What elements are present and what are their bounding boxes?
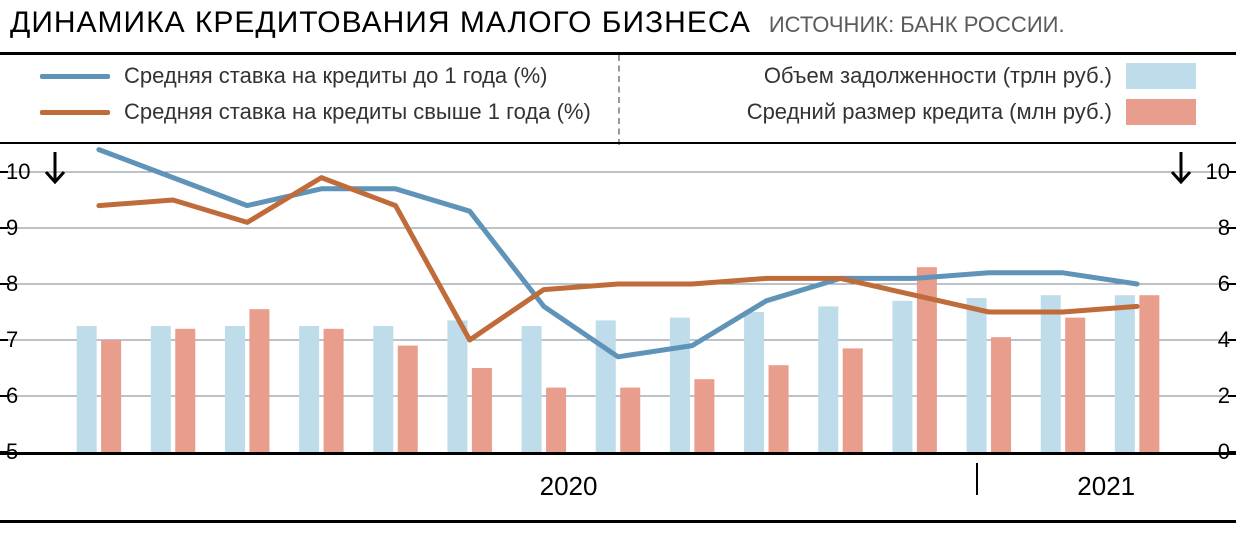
legend-label: Средняя ставка на кредиты свыше 1 года (… (124, 99, 591, 125)
right-axis-arrow-icon (1168, 150, 1194, 190)
bar-debt (596, 320, 616, 452)
left-axis-arrow-icon (42, 150, 68, 190)
y-left-tick: 9 (6, 217, 18, 239)
bar-size (546, 388, 566, 452)
bar-size (1139, 295, 1159, 452)
y-right-tick: 6 (1218, 273, 1230, 295)
legend: Средняя ставка на кредиты до 1 года (%) С… (0, 52, 1236, 142)
title-line: ДИНАМИКА КРЕДИТОВАНИЯ МАЛОГО БИЗНЕСА ИСТ… (10, 6, 1065, 40)
bar-debt (1041, 295, 1061, 452)
y-right-tick: 8 (1218, 217, 1230, 239)
bar-size (694, 379, 714, 452)
legend-divider (618, 55, 620, 145)
y-right-tick: 2 (1218, 385, 1230, 407)
y-left-tick: 6 (6, 385, 18, 407)
legend-item: Средняя ставка на кредиты до 1 года (%) (40, 63, 591, 89)
bar-debt (818, 306, 838, 452)
legend-line-marker (40, 74, 110, 79)
x-axis: 2020 2021 (0, 463, 1236, 523)
bar-debt (744, 312, 764, 452)
bar-debt (892, 301, 912, 452)
bar-debt (522, 326, 542, 452)
bar-size (249, 309, 269, 452)
y-left-tick: 5 (6, 441, 18, 463)
legend-label: Средний размер кредита (млн руб.) (747, 99, 1112, 125)
legend-label: Объем задолженности (трлн руб.) (764, 63, 1112, 89)
bar-size (620, 388, 640, 452)
x-year-label: 2020 (540, 471, 598, 502)
x-year-divider (976, 463, 978, 495)
bar-debt (670, 318, 690, 452)
y-right-tick: 10 (1206, 161, 1230, 183)
legend-right: Объем задолженности (трлн руб.) Средний р… (747, 63, 1196, 125)
bar-debt (299, 326, 319, 452)
plot-svg (0, 144, 1236, 452)
bar-debt (77, 326, 97, 452)
bar-debt (225, 326, 245, 452)
legend-item: Средний размер кредита (млн руб.) (747, 99, 1196, 125)
bar-debt (447, 320, 467, 452)
legend-line-marker (40, 110, 110, 115)
legend-item: Средняя ставка на кредиты свыше 1 года (… (40, 99, 591, 125)
bar-debt (151, 326, 171, 452)
legend-left: Средняя ставка на кредиты до 1 года (%) С… (40, 63, 591, 125)
bar-size (769, 365, 789, 452)
y-right-tick: 4 (1218, 329, 1230, 351)
x-year-label: 2021 (1077, 471, 1135, 502)
chart-title: ДИНАМИКА КРЕДИТОВАНИЯ МАЛОГО БИЗНЕСА (10, 6, 751, 40)
bar-size (843, 348, 863, 452)
bar-size (324, 329, 344, 452)
legend-label: Средняя ставка на кредиты до 1 года (%) (124, 63, 547, 89)
bar-size (472, 368, 492, 452)
y-left-tick: 10 (6, 161, 30, 183)
legend-swatch-marker (1126, 63, 1196, 89)
bar-size (175, 329, 195, 452)
bar-debt (967, 298, 987, 452)
plot-area: 56789100246810 (0, 142, 1236, 455)
bar-size (991, 337, 1011, 452)
y-left-tick: 8 (6, 273, 18, 295)
bar-size (398, 346, 418, 452)
bar-size (101, 340, 121, 452)
bar-debt (373, 326, 393, 452)
bar-debt (1115, 295, 1135, 452)
bar-size (1065, 318, 1085, 452)
y-left-tick: 7 (6, 329, 18, 351)
legend-item: Объем задолженности (трлн руб.) (764, 63, 1196, 89)
chart-source: ИСТОЧНИК: БАНК РОССИИ. (769, 12, 1065, 38)
y-right-tick: 0 (1218, 441, 1230, 463)
legend-swatch-marker (1126, 99, 1196, 125)
chart-container: ДИНАМИКА КРЕДИТОВАНИЯ МАЛОГО БИЗНЕСА ИСТ… (0, 0, 1236, 535)
